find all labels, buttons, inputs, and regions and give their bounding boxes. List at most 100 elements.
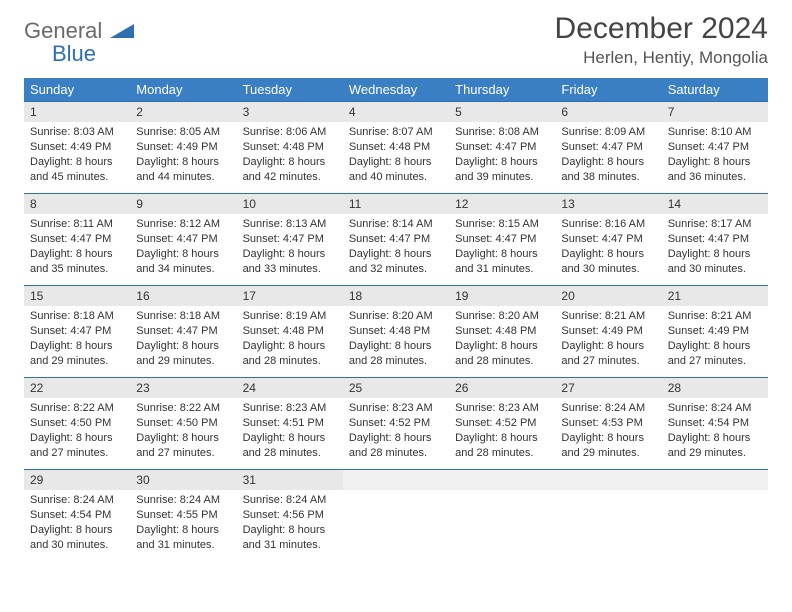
daylight-line: Daylight: 8 hours and 29 minutes. xyxy=(668,431,762,461)
sunset-line: Sunset: 4:47 PM xyxy=(30,232,124,247)
daylight-line: Daylight: 8 hours and 30 minutes. xyxy=(561,247,655,277)
daylight-line: Daylight: 8 hours and 28 minutes. xyxy=(349,431,443,461)
calendar-day-cell: 28Sunrise: 8:24 AMSunset: 4:54 PMDayligh… xyxy=(662,378,768,470)
daylight-line: Daylight: 8 hours and 31 minutes. xyxy=(243,523,337,553)
day-body: Sunrise: 8:16 AMSunset: 4:47 PMDaylight:… xyxy=(555,214,661,282)
day-header: Sunday xyxy=(24,78,130,102)
daylight-line: Daylight: 8 hours and 28 minutes. xyxy=(349,339,443,369)
daylight-line: Daylight: 8 hours and 32 minutes. xyxy=(349,247,443,277)
day-header: Wednesday xyxy=(343,78,449,102)
day-body: Sunrise: 8:17 AMSunset: 4:47 PMDaylight:… xyxy=(662,214,768,282)
day-number: 16 xyxy=(130,286,236,306)
day-body: Sunrise: 8:18 AMSunset: 4:47 PMDaylight:… xyxy=(24,306,130,374)
day-header-row: SundayMondayTuesdayWednesdayThursdayFrid… xyxy=(24,78,768,102)
logo-text-blue: Blue xyxy=(24,41,96,66)
day-number: 2 xyxy=(130,102,236,122)
daylight-line: Daylight: 8 hours and 30 minutes. xyxy=(668,247,762,277)
sunset-line: Sunset: 4:48 PM xyxy=(349,324,443,339)
sunrise-line: Sunrise: 8:13 AM xyxy=(243,217,337,232)
sunset-line: Sunset: 4:47 PM xyxy=(561,140,655,155)
sunset-line: Sunset: 4:47 PM xyxy=(455,140,549,155)
sunset-line: Sunset: 4:48 PM xyxy=(349,140,443,155)
sunset-line: Sunset: 4:52 PM xyxy=(349,416,443,431)
sunset-line: Sunset: 4:52 PM xyxy=(455,416,549,431)
sunset-line: Sunset: 4:47 PM xyxy=(136,324,230,339)
calendar-day-cell: 11Sunrise: 8:14 AMSunset: 4:47 PMDayligh… xyxy=(343,194,449,286)
sunrise-line: Sunrise: 8:12 AM xyxy=(136,217,230,232)
daylight-line: Daylight: 8 hours and 27 minutes. xyxy=(561,339,655,369)
calendar-day-cell: 9Sunrise: 8:12 AMSunset: 4:47 PMDaylight… xyxy=(130,194,236,286)
day-body: Sunrise: 8:18 AMSunset: 4:47 PMDaylight:… xyxy=(130,306,236,374)
day-number: 28 xyxy=(662,378,768,398)
calendar-day-cell: 15Sunrise: 8:18 AMSunset: 4:47 PMDayligh… xyxy=(24,286,130,378)
daylight-line: Daylight: 8 hours and 28 minutes. xyxy=(243,431,337,461)
sunset-line: Sunset: 4:47 PM xyxy=(561,232,655,247)
sunset-line: Sunset: 4:55 PM xyxy=(136,508,230,523)
day-body: Sunrise: 8:05 AMSunset: 4:49 PMDaylight:… xyxy=(130,122,236,190)
calendar-day-cell: 1Sunrise: 8:03 AMSunset: 4:49 PMDaylight… xyxy=(24,102,130,194)
day-body: Sunrise: 8:03 AMSunset: 4:49 PMDaylight:… xyxy=(24,122,130,190)
logo-triangle-icon xyxy=(110,24,134,38)
day-number-empty xyxy=(449,470,555,490)
sunrise-line: Sunrise: 8:15 AM xyxy=(455,217,549,232)
sunset-line: Sunset: 4:49 PM xyxy=(136,140,230,155)
day-body: Sunrise: 8:21 AMSunset: 4:49 PMDaylight:… xyxy=(555,306,661,374)
sunset-line: Sunset: 4:47 PM xyxy=(136,232,230,247)
day-body: Sunrise: 8:13 AMSunset: 4:47 PMDaylight:… xyxy=(237,214,343,282)
sunset-line: Sunset: 4:48 PM xyxy=(243,140,337,155)
sunrise-line: Sunrise: 8:17 AM xyxy=(668,217,762,232)
day-number-empty xyxy=(555,470,661,490)
sunrise-line: Sunrise: 8:21 AM xyxy=(668,309,762,324)
day-number: 25 xyxy=(343,378,449,398)
calendar-day-cell: 29Sunrise: 8:24 AMSunset: 4:54 PMDayligh… xyxy=(24,470,130,562)
day-number: 20 xyxy=(555,286,661,306)
sunrise-line: Sunrise: 8:08 AM xyxy=(455,125,549,140)
sunset-line: Sunset: 4:49 PM xyxy=(668,324,762,339)
day-body: Sunrise: 8:09 AMSunset: 4:47 PMDaylight:… xyxy=(555,122,661,190)
sunrise-line: Sunrise: 8:18 AM xyxy=(30,309,124,324)
daylight-line: Daylight: 8 hours and 44 minutes. xyxy=(136,155,230,185)
sunrise-line: Sunrise: 8:14 AM xyxy=(349,217,443,232)
day-number: 31 xyxy=(237,470,343,490)
sunrise-line: Sunrise: 8:23 AM xyxy=(349,401,443,416)
day-body: Sunrise: 8:20 AMSunset: 4:48 PMDaylight:… xyxy=(343,306,449,374)
sunset-line: Sunset: 4:49 PM xyxy=(30,140,124,155)
day-body: Sunrise: 8:19 AMSunset: 4:48 PMDaylight:… xyxy=(237,306,343,374)
day-number: 7 xyxy=(662,102,768,122)
daylight-line: Daylight: 8 hours and 38 minutes. xyxy=(561,155,655,185)
calendar-day-cell: 10Sunrise: 8:13 AMSunset: 4:47 PMDayligh… xyxy=(237,194,343,286)
day-number: 4 xyxy=(343,102,449,122)
location-text: Herlen, Hentiy, Mongolia xyxy=(555,48,768,68)
day-number: 3 xyxy=(237,102,343,122)
calendar-day-cell: 26 Sunrise: 8:23 AMSunset: 4:52 PMDayligh… xyxy=(449,378,555,470)
day-body: Sunrise: 8:23 AMSunset: 4:52 PMDaylight:… xyxy=(343,398,449,466)
calendar-day-cell xyxy=(343,470,449,562)
sunrise-line: Sunrise: 8:24 AM xyxy=(30,493,124,508)
daylight-line: Daylight: 8 hours and 45 minutes. xyxy=(30,155,124,185)
day-body: Sunrise: 8:10 AMSunset: 4:47 PMDaylight:… xyxy=(662,122,768,190)
day-body: Sunrise: 8:07 AMSunset: 4:48 PMDaylight:… xyxy=(343,122,449,190)
sunset-line: Sunset: 4:54 PM xyxy=(668,416,762,431)
day-body: Sunrise: 8:22 AMSunset: 4:50 PMDaylight:… xyxy=(24,398,130,466)
calendar-week-row: 29Sunrise: 8:24 AMSunset: 4:54 PMDayligh… xyxy=(24,470,768,562)
day-header: Friday xyxy=(555,78,661,102)
day-number-empty xyxy=(662,470,768,490)
sunrise-line: Sunrise: 8:06 AM xyxy=(243,125,337,140)
sunset-line: Sunset: 4:48 PM xyxy=(455,324,549,339)
sunrise-line: Sunrise: 8:23 AM xyxy=(455,401,549,416)
day-number: 6 xyxy=(555,102,661,122)
daylight-line: Daylight: 8 hours and 28 minutes. xyxy=(455,431,549,461)
day-number: 26 xyxy=(449,378,555,398)
day-number: 11 xyxy=(343,194,449,214)
day-header: Thursday xyxy=(449,78,555,102)
logo-text-general: General xyxy=(24,18,102,43)
sunrise-line: Sunrise: 8:16 AM xyxy=(561,217,655,232)
daylight-line: Daylight: 8 hours and 36 minutes. xyxy=(668,155,762,185)
day-number: 18 xyxy=(343,286,449,306)
calendar-day-cell: 21Sunrise: 8:21 AMSunset: 4:49 PMDayligh… xyxy=(662,286,768,378)
day-number: 21 xyxy=(662,286,768,306)
sunrise-line: Sunrise: 8:20 AM xyxy=(455,309,549,324)
sunset-line: Sunset: 4:50 PM xyxy=(136,416,230,431)
calendar-day-cell xyxy=(662,470,768,562)
day-body: Sunrise: 8:12 AMSunset: 4:47 PMDaylight:… xyxy=(130,214,236,282)
